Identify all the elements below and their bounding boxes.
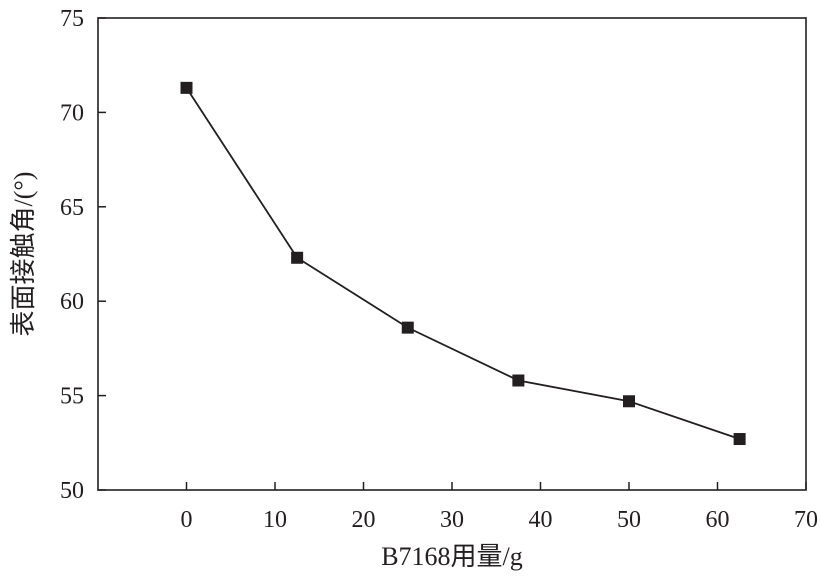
y-tick-label: 75 [60, 6, 84, 32]
data-point-marker [623, 395, 635, 408]
x-tick-label: 70 [794, 507, 818, 533]
series-line [185, 87, 740, 440]
x-axis-label: B7168用量/g [381, 542, 523, 571]
y-tick-label: 65 [60, 195, 84, 221]
y-tick-label: 70 [60, 100, 84, 126]
y-tick-label: 55 [60, 384, 84, 410]
y-axis-label: 表面接触角/(°) [9, 172, 38, 337]
x-tick-label: 60 [706, 507, 730, 533]
x-tick-label: 10 [263, 507, 287, 533]
series-layer [180, 81, 746, 446]
y-tick-label: 60 [60, 289, 84, 315]
x-tick-label: 20 [352, 507, 376, 533]
data-point-marker [291, 251, 304, 264]
plot-frame [97, 17, 807, 491]
data-point-marker [401, 321, 414, 334]
y-tick-label: 50 [60, 478, 84, 504]
data-point-marker [180, 81, 193, 94]
x-tick-label: 0 [181, 507, 193, 533]
x-tick-label: 50 [617, 507, 641, 533]
x-axis-ticks: 0 10 20 30 40 50 60 70 [181, 482, 818, 533]
data-point-marker [512, 374, 525, 387]
x-tick-label: 30 [440, 507, 464, 533]
data-point-marker [733, 433, 746, 446]
y-axis-ticks: 50 55 60 65 70 75 [60, 6, 106, 504]
x-tick-label: 40 [529, 507, 553, 533]
